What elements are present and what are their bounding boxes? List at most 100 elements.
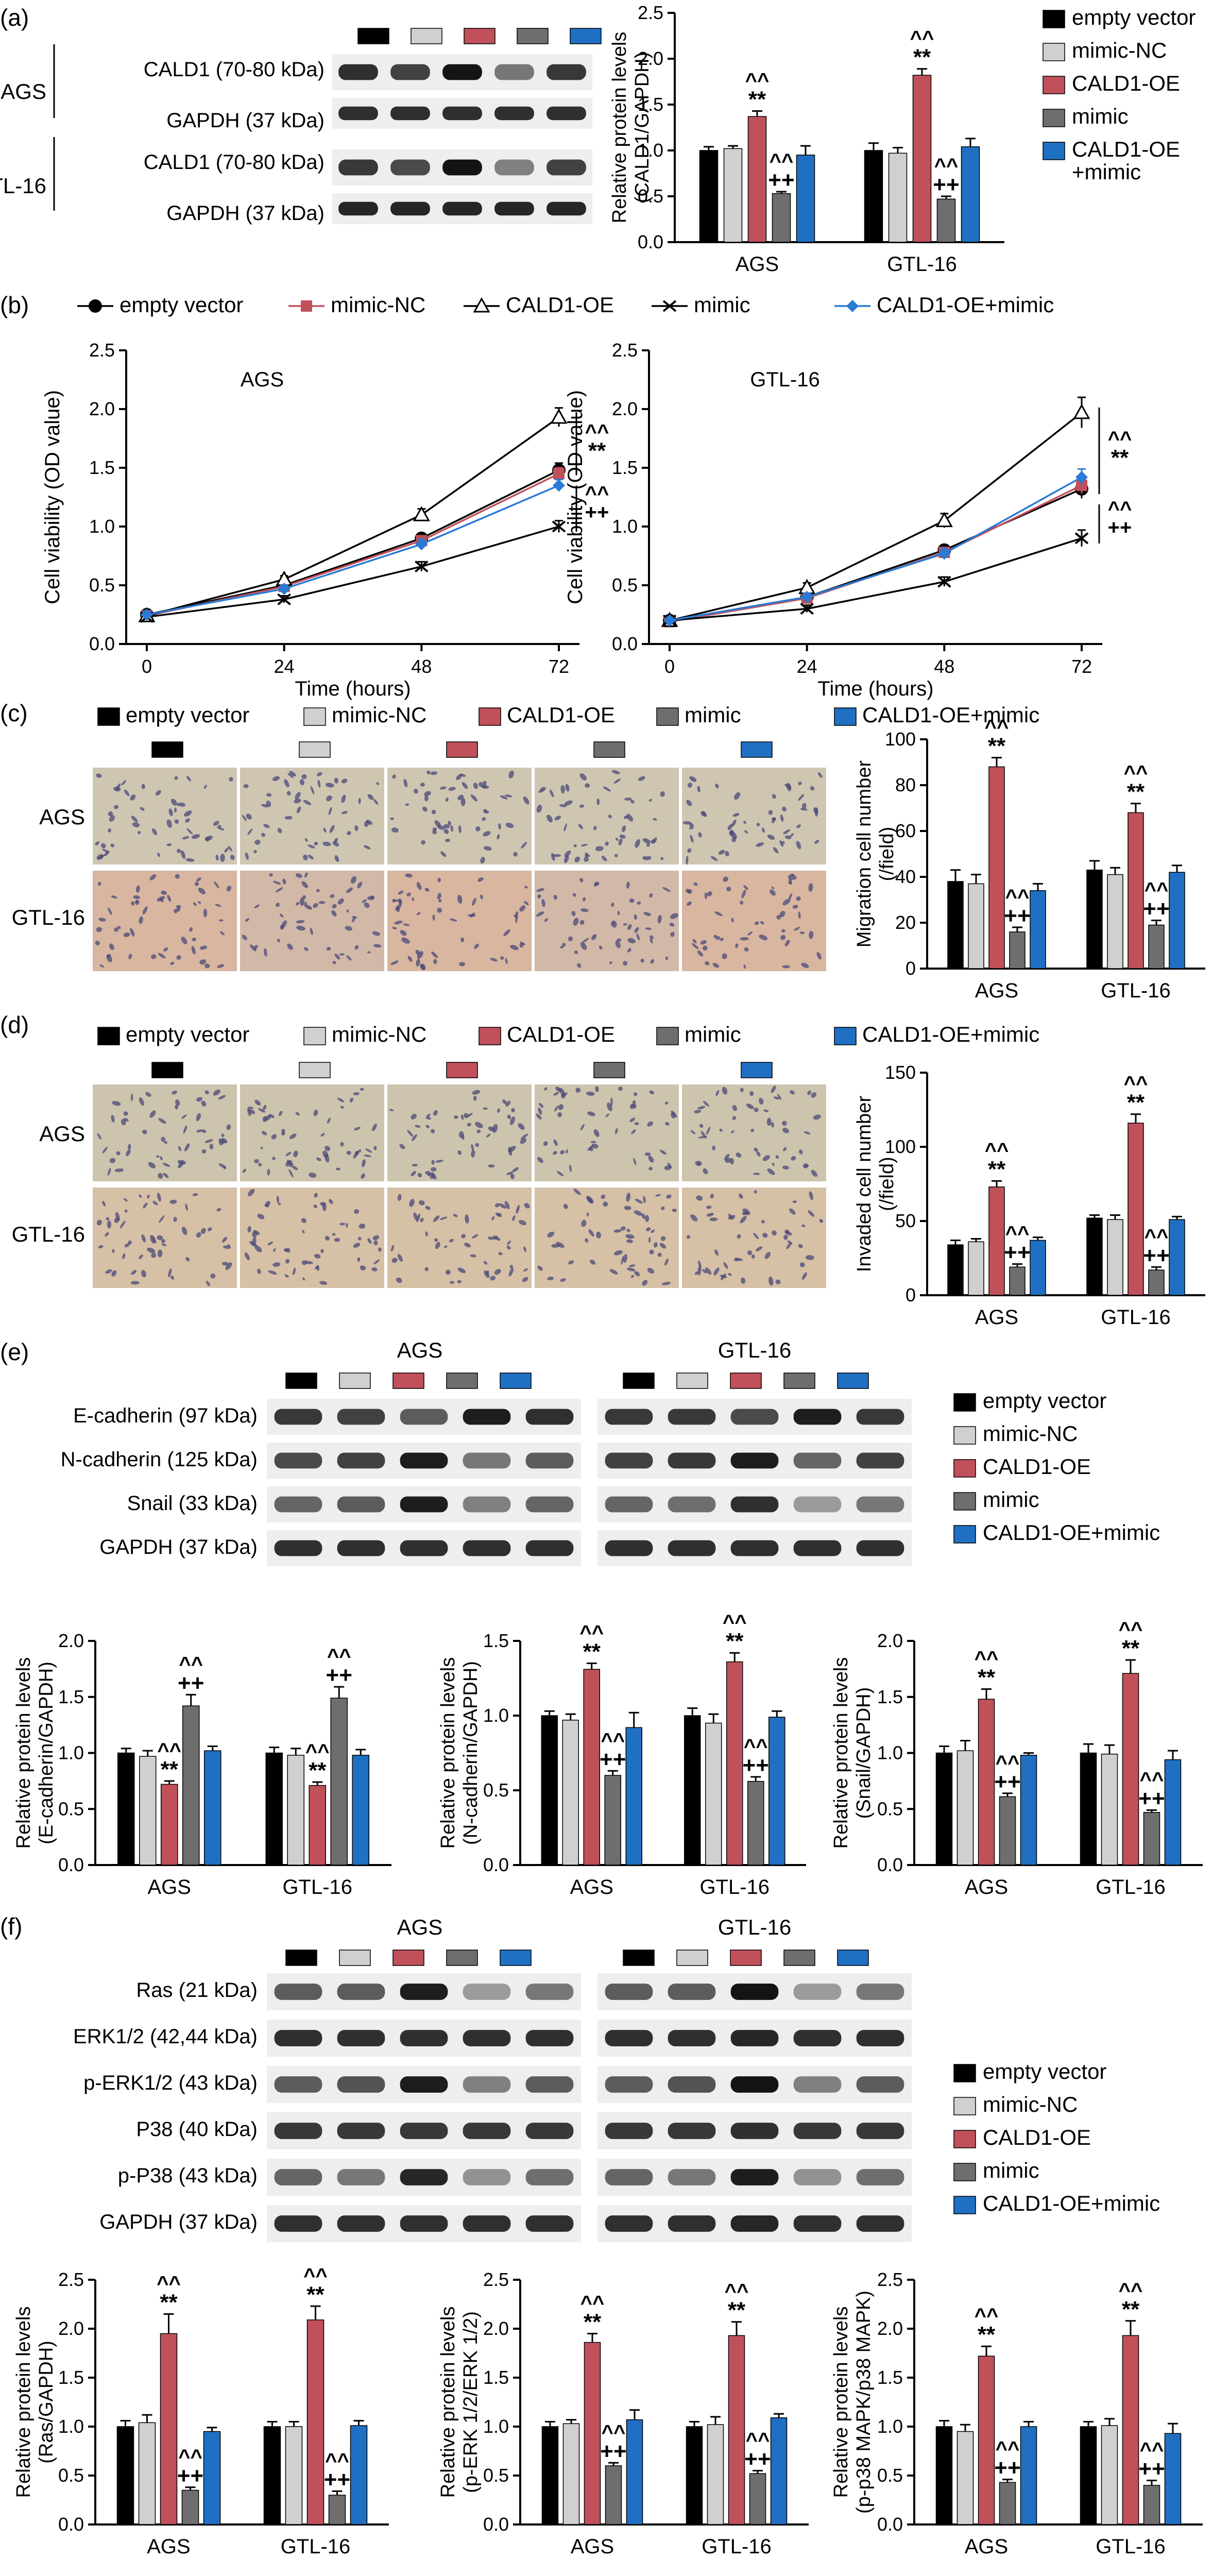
blot-band xyxy=(793,1452,842,1469)
blot-band xyxy=(337,2215,385,2232)
cell xyxy=(360,1265,366,1270)
cell xyxy=(102,1147,108,1154)
bar-oem xyxy=(350,2425,368,2525)
cell xyxy=(181,1114,187,1119)
significance-mark: ** xyxy=(1111,445,1129,470)
x-tick-label: 0 xyxy=(142,656,152,677)
cell xyxy=(225,1262,232,1270)
bar-ev xyxy=(699,150,719,243)
cell xyxy=(470,794,478,802)
blot-band xyxy=(337,1452,385,1469)
cell xyxy=(773,847,779,854)
legend-swatch-mimic xyxy=(656,707,679,726)
cell xyxy=(809,930,814,939)
cell xyxy=(475,1143,480,1147)
significance-mark: ^^ xyxy=(725,2280,749,2303)
significance-mark: ^^ xyxy=(305,1740,330,1763)
blot-band xyxy=(390,64,430,80)
x-axis-label: Time (hours) xyxy=(295,677,411,700)
cell xyxy=(317,772,322,776)
legend-label: empty vector xyxy=(983,2059,1106,2083)
cell xyxy=(174,776,178,780)
blot-band xyxy=(463,2076,511,2093)
cell xyxy=(544,1087,548,1091)
cell xyxy=(176,955,181,960)
lane-swatches-a xyxy=(357,28,602,44)
y-axis-label: Relative protein levels xyxy=(830,2307,852,2498)
cell xyxy=(791,1156,796,1161)
cell xyxy=(490,1276,496,1281)
cell xyxy=(209,1143,214,1150)
legend-label: mimic-NC xyxy=(983,1421,1078,1446)
cell xyxy=(204,963,210,969)
y-axis-label: (p-p38 MAPK/p38 MAPK) xyxy=(853,2291,875,2514)
cell xyxy=(633,1158,637,1165)
cell xyxy=(505,958,508,964)
y-tick-label: 2.5 xyxy=(483,2269,509,2290)
cell xyxy=(512,1215,516,1221)
cell xyxy=(811,1170,817,1177)
cell xyxy=(484,846,492,851)
cell xyxy=(98,882,101,886)
cell xyxy=(301,1218,306,1224)
cell xyxy=(181,1226,187,1235)
cell xyxy=(178,802,185,807)
cell xyxy=(131,1269,137,1275)
cell xyxy=(615,837,619,841)
cell xyxy=(693,882,698,886)
cell xyxy=(761,827,765,833)
cell xyxy=(780,935,786,940)
blot-band xyxy=(525,1409,574,1425)
cell xyxy=(564,850,571,857)
y-axis-label: (Ras/GAPDH) xyxy=(36,2341,57,2464)
significance-mark: ^^ xyxy=(579,1622,604,1645)
y-axis-label: (/field) xyxy=(876,1157,898,1211)
legend-swatch-nc xyxy=(303,1027,326,1045)
blot-band xyxy=(463,1540,511,1556)
cell xyxy=(226,885,232,892)
micrograph-d-ags xyxy=(240,1084,384,1181)
cell xyxy=(141,1269,146,1278)
cell xyxy=(227,1244,230,1247)
cell xyxy=(416,882,422,890)
blot-band xyxy=(793,2169,842,2185)
cell xyxy=(590,1141,596,1143)
cell xyxy=(710,856,718,861)
cell xyxy=(473,1095,477,1101)
cell xyxy=(185,858,195,862)
blot-band xyxy=(730,1409,779,1425)
blot-band xyxy=(525,1496,574,1513)
significance-mark: ++ xyxy=(600,2438,626,2464)
significance-mark: ** xyxy=(1122,1636,1140,1661)
cell xyxy=(425,1125,430,1128)
blot-header: GTL-16 xyxy=(718,1338,791,1362)
cell xyxy=(289,771,296,776)
cell xyxy=(782,806,787,811)
cell xyxy=(731,836,737,842)
cell xyxy=(774,1096,780,1100)
cell xyxy=(587,1145,594,1151)
cell xyxy=(184,1143,190,1151)
blot-band xyxy=(605,2076,653,2093)
significance-mark: ** xyxy=(583,1639,601,1665)
significance-mark: ^^ xyxy=(723,1611,747,1634)
cell xyxy=(198,887,206,894)
significance-mark: ^^ xyxy=(1144,879,1169,902)
cell xyxy=(620,1226,626,1231)
blot-band xyxy=(793,1409,842,1425)
bar-nc xyxy=(707,2424,724,2525)
cell xyxy=(475,826,481,832)
cell xyxy=(754,1107,759,1112)
cell xyxy=(216,826,225,831)
cell xyxy=(457,1267,466,1274)
cell xyxy=(285,1160,293,1167)
marker-triangle xyxy=(550,408,568,424)
cell xyxy=(790,833,794,837)
cell xyxy=(655,1194,661,1197)
cell xyxy=(808,883,813,892)
significance-mark: ^^ xyxy=(744,1735,768,1758)
cell xyxy=(189,927,193,932)
lane-swatch-nc xyxy=(411,28,442,44)
